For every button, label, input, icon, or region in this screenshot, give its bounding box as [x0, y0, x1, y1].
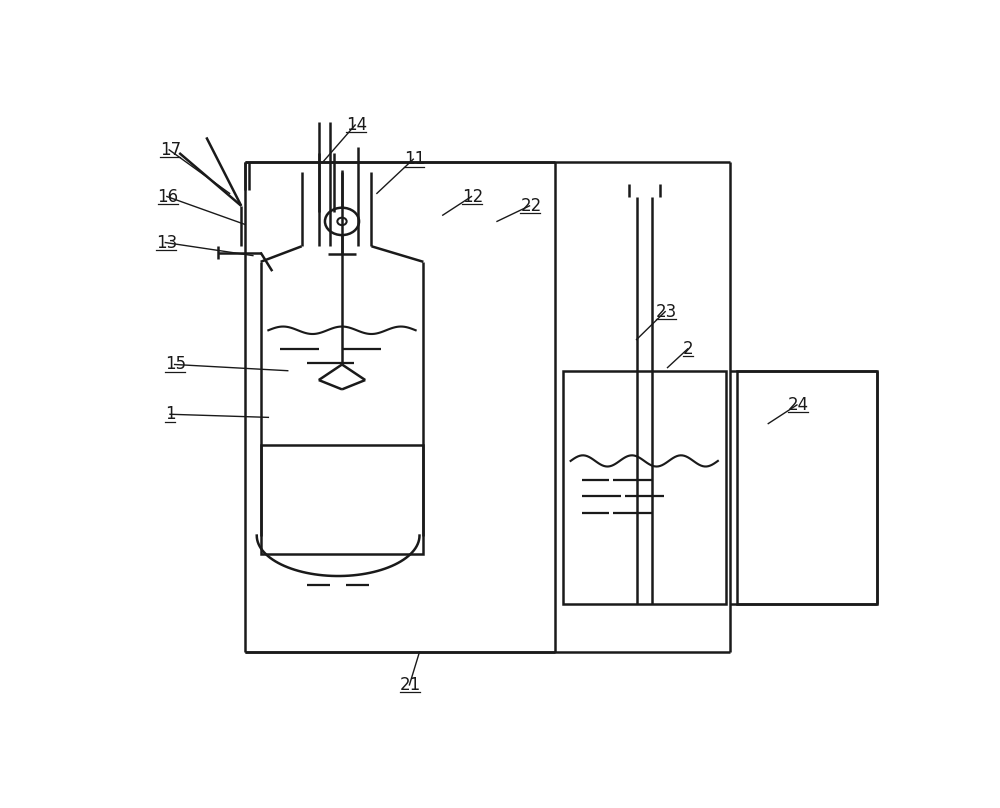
- Text: 15: 15: [165, 356, 186, 373]
- Text: 13: 13: [156, 234, 177, 251]
- Text: 23: 23: [656, 303, 677, 321]
- Bar: [563, 371, 726, 604]
- Text: 14: 14: [346, 116, 367, 134]
- Bar: [261, 445, 423, 554]
- Text: 24: 24: [788, 396, 809, 414]
- Text: 1: 1: [165, 406, 176, 423]
- Text: 16: 16: [158, 187, 179, 205]
- Text: 22: 22: [520, 197, 542, 215]
- Text: 11: 11: [404, 150, 425, 168]
- Text: 17: 17: [160, 141, 181, 159]
- Text: 21: 21: [400, 676, 421, 694]
- Bar: [737, 371, 877, 604]
- Text: 12: 12: [462, 187, 483, 205]
- Text: 2: 2: [683, 340, 694, 358]
